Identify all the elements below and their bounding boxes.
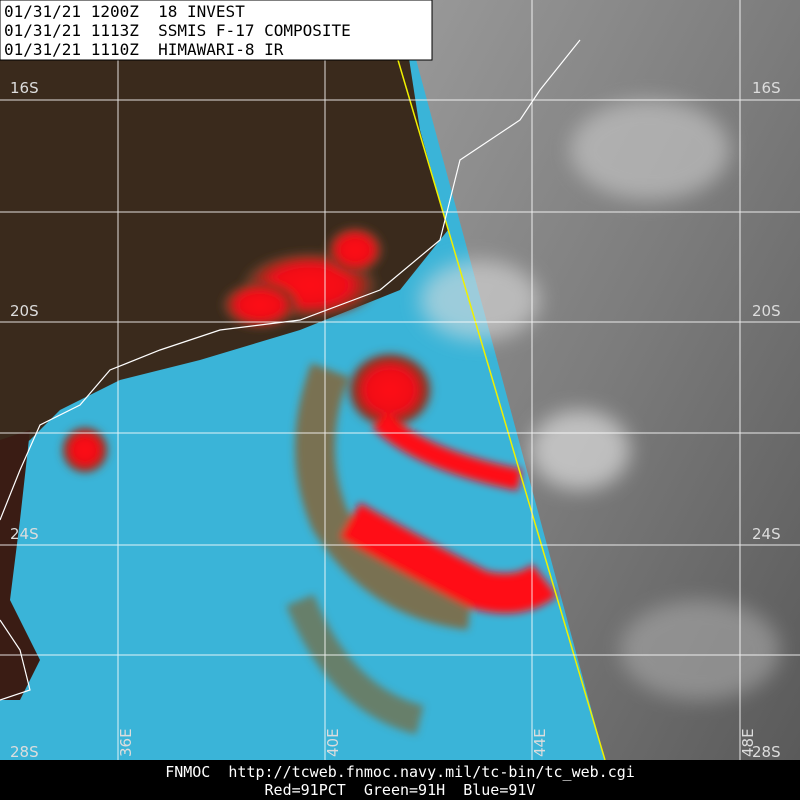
longitude-label: 44E: [531, 728, 549, 757]
imagery: [0, 0, 800, 761]
latitude-label: 20S: [10, 302, 39, 320]
footer-bar: [0, 760, 800, 800]
latitude-label: 16S: [10, 79, 39, 97]
latitude-label: 28S: [752, 743, 781, 761]
latitude-label: 28S: [10, 743, 39, 761]
header-box: [0, 0, 433, 61]
footer-channels: Red=91PCT Green=91H Blue=91V: [265, 781, 536, 799]
footer-source: FNMOC http://tcweb.fnmoc.navy.mil/tc-bin…: [165, 763, 635, 781]
latitude-label: 24S: [10, 525, 39, 543]
header-line: 01/31/21 1200Z 18 INVEST: [4, 2, 245, 21]
longitude-label: 36E: [117, 728, 135, 757]
latitude-label: 16S: [752, 79, 781, 97]
graticule: [0, 0, 800, 760]
header-line: 01/31/21 1113Z SSMIS F-17 COMPOSITE: [4, 21, 351, 40]
latitude-label: 20S: [752, 302, 781, 320]
latitude-label: 24S: [752, 525, 781, 543]
longitude-label: 48E: [739, 728, 757, 757]
longitude-label: 40E: [324, 728, 342, 757]
header-line: 01/31/21 1110Z HIMAWARI-8 IR: [4, 40, 284, 59]
